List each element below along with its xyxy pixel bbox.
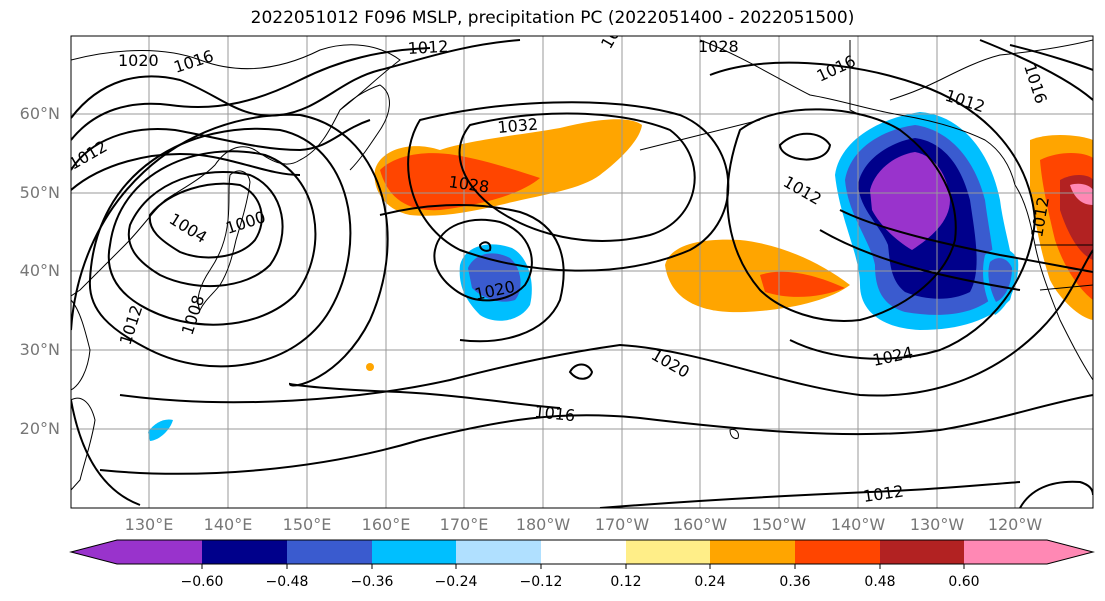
map-frame <box>70 35 1094 509</box>
lat-label: 20°N <box>19 419 60 438</box>
contour-label: 1012 <box>407 37 449 58</box>
precip-positive-area-north-pacific <box>374 119 642 216</box>
colorbar-tick-label: −0.24 <box>434 574 478 590</box>
lon-label: 170°W <box>594 515 650 534</box>
colorbar <box>69 539 1095 569</box>
lon-label: 160°E <box>361 515 411 534</box>
map-title: 2022051012 F096 MSLP, precipitation PC (… <box>250 8 855 28</box>
colorbar-tick-label: −0.12 <box>519 574 563 590</box>
colorbar-segment <box>287 540 372 564</box>
colorbar-segment <box>117 540 202 564</box>
lon-label: 160°W <box>672 515 728 534</box>
contour-label: 1032 <box>497 115 539 137</box>
lon-label: 120°W <box>987 515 1043 534</box>
colorbar-segment <box>626 540 710 564</box>
colorbar-segment <box>795 540 880 564</box>
lon-label: 130°E <box>124 515 174 534</box>
colorbar-tick-label: 0.48 <box>864 574 896 590</box>
lat-label: 50°N <box>19 183 60 202</box>
lon-label: 150°W <box>751 515 807 534</box>
colorbar-segment <box>964 540 1047 564</box>
colorbar-tick-label: 0.24 <box>694 574 726 590</box>
colorbar-tick-label: 0.60 <box>948 574 980 590</box>
lon-label: 130°W <box>909 515 965 534</box>
lon-label: 180°W <box>515 515 571 534</box>
colorbar-tick-label: −0.36 <box>350 574 394 590</box>
lon-label: 170°E <box>439 515 489 534</box>
lon-label: 150°E <box>282 515 332 534</box>
precip-negative-area-central-low <box>459 244 532 321</box>
precip-negative-area-taiwan <box>148 419 173 441</box>
colorbar-extend-min <box>71 540 117 564</box>
lat-label: 60°N <box>19 104 60 123</box>
lat-label: 30°N <box>19 340 60 359</box>
lat-label: 40°N <box>19 261 60 280</box>
colorbar-extend-max <box>1047 540 1093 564</box>
colorbar-tick-label: 0.12 <box>610 574 642 590</box>
colorbar-tick-label: −0.48 <box>265 574 309 590</box>
colorbar-tick-label: 0.36 <box>779 574 811 590</box>
lon-label: 140°E <box>203 515 253 534</box>
colorbar-segment <box>541 540 626 564</box>
contour-label: 1028 <box>698 37 739 56</box>
contour-label: 1016 <box>534 402 576 425</box>
colorbar-segment <box>710 540 795 564</box>
colorbar-tick-label: −0.60 <box>180 574 224 590</box>
precip-spot <box>366 363 374 371</box>
colorbar-outline <box>69 539 1095 565</box>
precip-positive-area-central-pacific <box>665 239 850 313</box>
lon-label: 140°W <box>830 515 886 534</box>
mslp-contours <box>71 39 1093 508</box>
contour-label: 1020 <box>118 51 159 70</box>
precip-negative-area-nw-us-coast <box>983 248 1019 315</box>
colorbar-segment <box>880 540 964 564</box>
colorbar-segment <box>456 540 541 564</box>
colorbar-segment <box>372 540 456 564</box>
colorbar-segment <box>202 540 287 564</box>
precip-positive-area-west-coast <box>1030 135 1093 320</box>
